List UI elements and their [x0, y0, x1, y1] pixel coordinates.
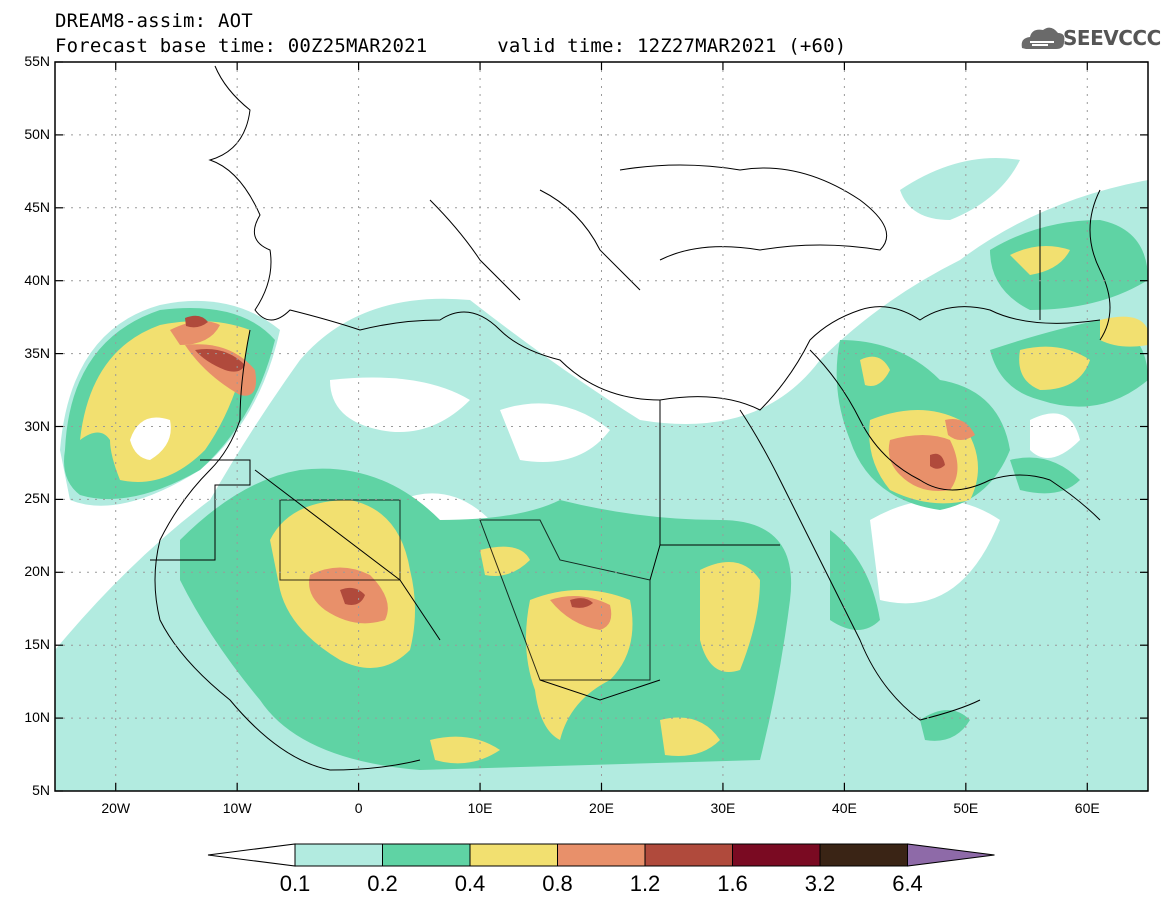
lon-label: 40E — [831, 800, 857, 816]
colorbar-label: 1.2 — [629, 871, 661, 896]
lon-label: 20W — [101, 800, 131, 816]
colorbar-segment — [732, 843, 821, 867]
colorbar — [207, 843, 995, 867]
lon-label: 20E — [589, 800, 614, 816]
colorbar-segment — [819, 843, 908, 867]
lat-label: 10N — [24, 709, 50, 726]
lon-label: 50E — [953, 800, 979, 816]
map-title: DREAM8-assim: AOT — [55, 10, 253, 32]
forecast-time-line: Forecast base time: 00Z25MAR2021 valid t… — [55, 35, 847, 57]
lat-label: 40N — [24, 271, 50, 288]
colorbar-label: 0.8 — [542, 871, 573, 896]
colorbar-segment — [294, 843, 383, 867]
lon-label: 30E — [710, 800, 736, 816]
lon-label: 0 — [354, 800, 363, 816]
colorbar-label: 6.4 — [892, 871, 923, 896]
logo-text: SEEVCCC — [1063, 26, 1161, 50]
colorbar-label: 0.4 — [454, 871, 486, 896]
lat-label: 15N — [24, 636, 50, 653]
colorbar-label: 3.2 — [804, 871, 836, 896]
lon-label: 10E — [467, 800, 493, 816]
lon-label: 10W — [222, 800, 252, 816]
colorbar-label: 1.6 — [717, 871, 748, 896]
lat-label: 45N — [24, 198, 50, 215]
colorbar-segment — [644, 843, 733, 867]
lat-label: 30N — [24, 417, 50, 434]
graticule — [55, 62, 1148, 791]
lat-label: 55N — [24, 53, 50, 69]
aot-field — [55, 65, 1148, 791]
cloud-logo-icon — [1021, 27, 1065, 49]
colorbar-label: 0.2 — [367, 871, 398, 896]
lat-label: 25N — [24, 490, 50, 507]
colorbar-label: 0.1 — [279, 871, 311, 896]
colorbar-segment — [557, 843, 646, 867]
colorbar-under-triangle — [207, 843, 296, 867]
lat-label: 50N — [24, 125, 50, 142]
lat-label: 5N — [32, 782, 50, 798]
colorbar-segment — [469, 843, 558, 867]
colorbar-segment — [382, 843, 471, 867]
lat-label: 20N — [24, 563, 50, 580]
axis-ticks — [55, 61, 1148, 792]
lat-label: 35N — [24, 344, 50, 361]
lon-label: 60E — [1074, 800, 1100, 816]
colorbar-over-triangle — [907, 843, 995, 867]
